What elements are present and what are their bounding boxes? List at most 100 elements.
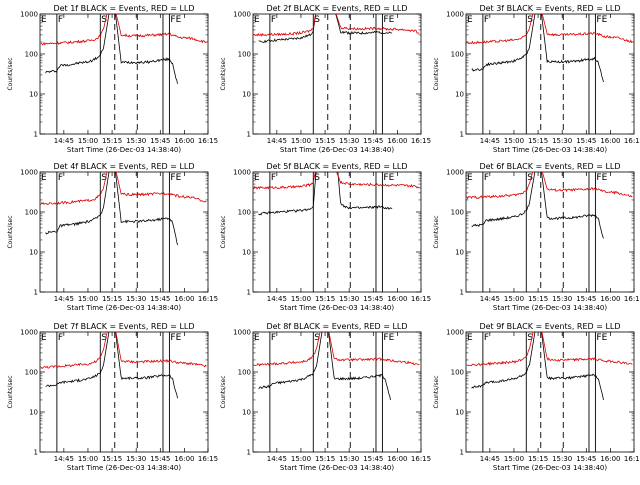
y-tick-label: 10 (242, 409, 251, 417)
series-lld-line (40, 332, 207, 369)
x-tick-label: 15:00 (78, 295, 98, 303)
x-axis-label: Start Time (26-Dec-03 14:38:40) (280, 464, 394, 472)
y-tick-label: 1000 (233, 329, 251, 337)
x-tick-label: 15:30 (126, 137, 146, 145)
plot-frame (252, 13, 422, 135)
y-tick-label: 1 (34, 131, 38, 139)
panel-title: Det 6f BLACK = Events, RED = LLD (479, 162, 620, 171)
event-label-fe: FE (383, 173, 394, 183)
y-tick-label: 1000 (233, 169, 251, 177)
x-tick-label: 15:15 (528, 295, 548, 303)
event-label-e: E (41, 15, 47, 25)
x-tick-label: 16:15 (411, 455, 431, 463)
panel-title: Det 1f BLACK = Events, RED = LLD (53, 4, 194, 13)
plot-frame (39, 13, 209, 135)
series-lld-line (466, 332, 633, 367)
x-tick-label: 15:00 (504, 295, 524, 303)
x-tick-label: 16:15 (411, 137, 431, 145)
x-tick-label: 15:45 (576, 455, 596, 463)
y-tick-label: 1 (460, 131, 464, 139)
event-label-e: E (41, 333, 47, 343)
event-label-s: S (101, 15, 107, 25)
x-axis-label: Start Time (26-Dec-03 14:38:40) (280, 304, 394, 312)
x-tick-label: 14:45 (480, 455, 500, 463)
x-tick-label: 16:00 (387, 295, 407, 303)
y-tick-label: 100 (451, 369, 464, 377)
event-label-e: E (467, 333, 473, 343)
x-tick-label: 15:00 (291, 137, 311, 145)
series-events-line (471, 172, 604, 239)
x-tick-label: 15:30 (126, 295, 146, 303)
plot-frame (465, 13, 635, 135)
x-tick-label: 14:45 (54, 137, 74, 145)
panel-title: Det 8f BLACK = Events, RED = LLD (266, 322, 407, 331)
y-tick-label: 10 (242, 249, 251, 257)
x-tick-label: 15:45 (576, 137, 596, 145)
x-tick-label: 15:45 (150, 295, 170, 303)
y-tick-label: 100 (451, 209, 464, 217)
event-label-fe: FE (383, 333, 394, 343)
y-axis-label: Counts/sec (220, 215, 227, 248)
event-label-e: E (254, 333, 260, 343)
event-label-s: S (527, 15, 533, 25)
panel-title: Det 3f BLACK = Events, RED = LLD (479, 4, 620, 13)
event-label-s: S (314, 15, 320, 25)
y-tick-label: 10 (455, 409, 464, 417)
event-label-fe: FE (170, 173, 181, 183)
plot-frame (39, 331, 209, 453)
event-label-fe: FE (383, 15, 394, 25)
event-label-f: F (58, 173, 63, 183)
panel-det-3: Det 3f BLACK = Events, RED = LLD Counts/s… (433, 4, 640, 154)
x-tick-label: 16:00 (600, 137, 620, 145)
x-tick-label: 16:00 (174, 295, 194, 303)
x-tick-label: 15:30 (339, 295, 359, 303)
x-tick-label: 14:45 (267, 455, 287, 463)
x-tick-label: 15:00 (78, 455, 98, 463)
event-label-s: S (101, 333, 107, 343)
y-axis-label: Counts/sec (7, 57, 14, 90)
x-tick-label: 14:45 (54, 455, 74, 463)
x-axis-label: Start Time (26-Dec-03 14:38:40) (67, 146, 181, 154)
y-tick-label: 100 (238, 369, 251, 377)
event-label-s: S (101, 173, 107, 183)
x-tick-label: 14:45 (54, 295, 74, 303)
series-lld-line (466, 14, 633, 45)
y-tick-label: 1000 (20, 169, 38, 177)
x-tick-label: 15:00 (504, 137, 524, 145)
plot-frame (39, 171, 209, 293)
series-lld-line (253, 172, 420, 190)
x-tick-label: 15:00 (291, 455, 311, 463)
y-tick-label: 1 (460, 449, 464, 457)
x-axis-label: Start Time (26-Dec-03 14:38:40) (493, 146, 607, 154)
event-label-fe: FE (170, 15, 181, 25)
series-events-line (45, 14, 178, 84)
y-axis-label: Counts/sec (220, 57, 227, 90)
x-tick-label: 14:45 (480, 295, 500, 303)
x-tick-label: 15:15 (315, 455, 335, 463)
panel-det-4: Det 4f BLACK = Events, RED = LLD Counts/s… (7, 162, 218, 312)
x-tick-label: 15:30 (339, 455, 359, 463)
panel-det-8: Det 8f BLACK = Events, RED = LLD Counts/s… (220, 322, 431, 472)
x-tick-label: 15:15 (528, 137, 548, 145)
y-tick-label: 1 (247, 131, 251, 139)
event-label-fe: FE (596, 15, 607, 25)
panel-det-5: Det 5f BLACK = Events, RED = LLD Counts/s… (220, 162, 431, 312)
event-label-e: E (41, 173, 47, 183)
event-label-f: F (484, 173, 489, 183)
x-tick-label: 15:00 (78, 137, 98, 145)
y-axis-label: Counts/sec (433, 375, 440, 408)
x-tick-label: 15:30 (552, 455, 572, 463)
y-tick-label: 1 (34, 289, 38, 297)
y-tick-label: 1 (460, 289, 464, 297)
y-tick-label: 100 (25, 369, 38, 377)
plot-frame (252, 171, 422, 293)
x-tick-label: 15:45 (150, 137, 170, 145)
y-tick-label: 1000 (446, 329, 464, 337)
panel-title: Det 9f BLACK = Events, RED = LLD (479, 322, 620, 331)
series-lld-line (40, 172, 207, 206)
event-label-e: E (467, 173, 473, 183)
x-tick-label: 16:00 (387, 137, 407, 145)
x-axis-label: Start Time (26-Dec-03 14:38:40) (493, 464, 607, 472)
event-label-fe: FE (596, 173, 607, 183)
